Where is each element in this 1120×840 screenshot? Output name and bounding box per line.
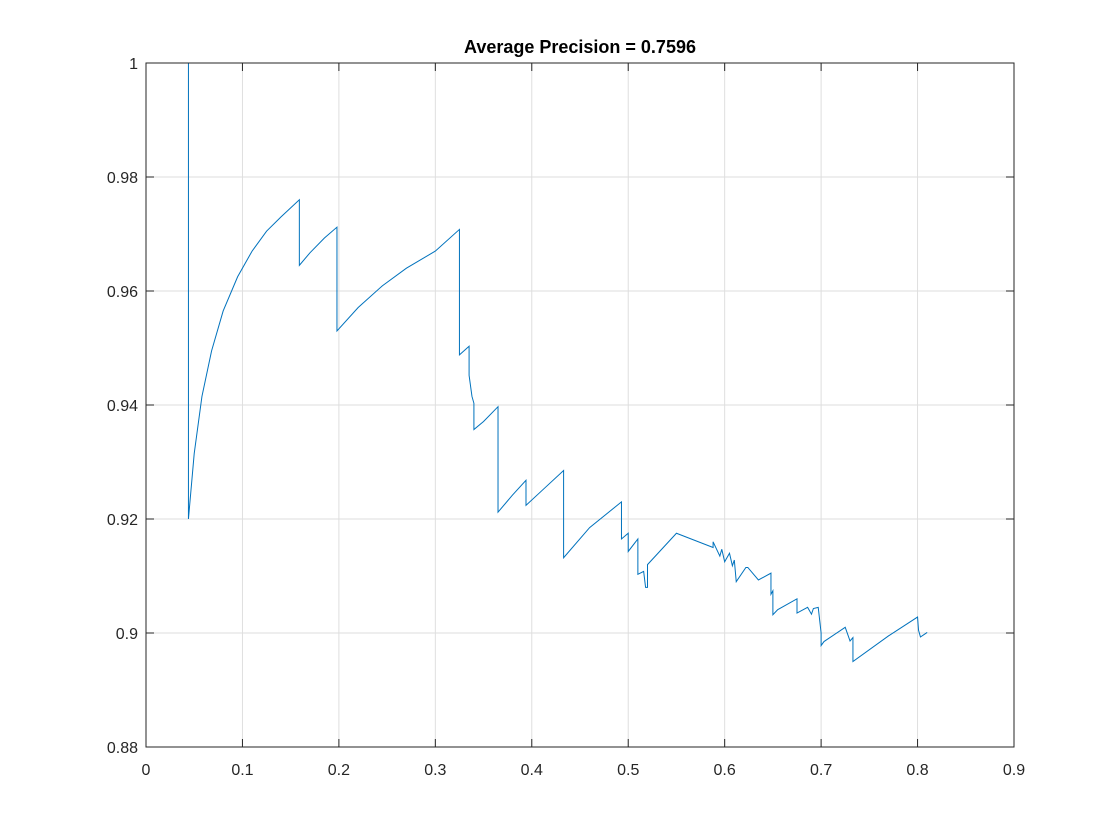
plot-area: 0 0.1 0.2 0.3 0.4 0.5 0.6 0.7 0.8 0.9 0.88 0.9 0.92… <box>107 56 1025 779</box>
y-tick-label: 0.96 <box>107 284 138 301</box>
x-tick-label: 0.7 <box>810 762 832 779</box>
y-tick-label: 0.92 <box>107 512 138 529</box>
x-tick-label: 0 <box>142 762 151 779</box>
y-tick-label: 0.88 <box>107 740 138 757</box>
y-tick-label: 0.94 <box>107 398 138 415</box>
x-tick-label: 0.4 <box>521 762 543 779</box>
x-tick-label: 0.9 <box>1003 762 1025 779</box>
y-tick-label: 0.98 <box>107 170 138 187</box>
tick-marks <box>145 62 1015 748</box>
y-tick-labels: 0.88 0.9 0.92 0.94 0.96 0.98 1 <box>107 56 138 757</box>
x-tick-label: 0.2 <box>328 762 350 779</box>
chart-title: Average Precision = 0.7596 <box>464 37 696 57</box>
x-tick-label: 0.3 <box>424 762 446 779</box>
x-tick-label: 0.8 <box>906 762 928 779</box>
y-tick-label: 0.9 <box>116 626 138 643</box>
x-tick-labels: 0 0.1 0.2 0.3 0.4 0.5 0.6 0.7 0.8 0.9 <box>142 762 1026 779</box>
x-tick-label: 0.6 <box>714 762 736 779</box>
x-tick-label: 0.1 <box>231 762 253 779</box>
series-line-0 <box>146 62 928 663</box>
x-tick-label: 0.5 <box>617 762 639 779</box>
y-tick-label: 1 <box>129 56 138 73</box>
series-group <box>146 62 928 663</box>
